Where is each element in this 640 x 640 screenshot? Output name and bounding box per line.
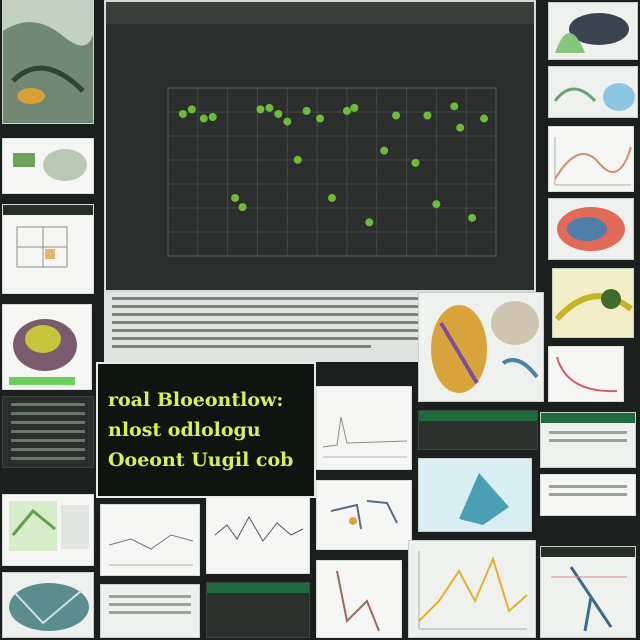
plot-frame	[167, 87, 497, 257]
curve-image	[556, 356, 618, 393]
sketch-image	[553, 83, 635, 111]
yellow-line-chart-image	[418, 551, 528, 630]
data-point	[293, 155, 302, 164]
thumb-right-2[interactable]	[548, 66, 638, 118]
banner-line-2: nlost odlologu	[108, 419, 261, 441]
data-point	[480, 114, 489, 123]
botanical-image	[553, 269, 633, 337]
thumb-mid-6[interactable]	[206, 494, 310, 574]
thumb-right-3[interactable]	[548, 126, 634, 192]
thumb-right-7[interactable]	[540, 412, 636, 468]
thumb-mid-4[interactable]	[418, 458, 532, 532]
drawing-image	[336, 570, 380, 632]
thumb-mid-8[interactable]	[408, 540, 536, 638]
data-point	[208, 113, 217, 122]
data-point	[423, 111, 432, 120]
banner-line-3: Ooeont Uugil cob	[108, 449, 294, 471]
trend-image	[108, 534, 194, 566]
shape-image	[419, 459, 531, 531]
data-point	[328, 193, 336, 202]
data-point	[274, 109, 283, 118]
thumb-mid-11[interactable]	[100, 584, 200, 638]
scatter-chart-panel	[104, 0, 536, 292]
data-point	[238, 203, 247, 212]
map-image	[9, 501, 89, 551]
thumb-left-6[interactable]	[2, 494, 94, 566]
thumb-right-4[interactable]	[548, 198, 634, 260]
data-point	[450, 102, 459, 111]
thumb-left-4[interactable]	[2, 304, 92, 390]
data-point	[365, 218, 374, 227]
thumb-left-7[interactable]	[2, 572, 94, 638]
data-point	[432, 200, 441, 209]
illustration-image	[431, 301, 539, 393]
thumb-right-9[interactable]	[540, 546, 636, 638]
thumb-left-2[interactable]	[2, 138, 94, 194]
thumb-right-6[interactable]	[548, 346, 624, 402]
specimen-image	[9, 319, 77, 385]
thumb-mid-5[interactable]	[316, 480, 412, 550]
thumb-mid-2[interactable]	[316, 386, 412, 470]
diagram-image	[13, 149, 87, 181]
banner-line-1: roal Bloeontlow:	[108, 389, 284, 411]
data-point	[256, 105, 265, 114]
thumb-mid-9[interactable]	[316, 560, 402, 638]
thumb-right-8[interactable]	[540, 474, 636, 516]
data-point	[231, 193, 240, 202]
thumb-left-3[interactable]	[2, 204, 94, 294]
data-point	[392, 111, 401, 120]
data-point	[316, 114, 325, 123]
creature-image	[555, 13, 629, 53]
data-point	[342, 106, 351, 115]
thumb-left-5[interactable]	[2, 396, 94, 468]
waveform-image	[322, 416, 408, 458]
data-point	[199, 114, 208, 123]
line-chart-image	[554, 137, 632, 186]
data-point	[380, 146, 389, 155]
floorplan-image	[16, 226, 68, 268]
data-point	[178, 109, 187, 118]
data-point	[265, 103, 274, 112]
thumb-right-1[interactable]	[548, 2, 638, 60]
thumb-mid-3[interactable]	[418, 410, 538, 450]
title-banner: roal Bloeontlow: nlost odlologu Ooeont U…	[96, 362, 316, 498]
data-point	[456, 123, 465, 132]
heatmap-image	[557, 207, 625, 251]
thumb-mid-10[interactable]	[206, 582, 310, 638]
data-point	[187, 105, 196, 114]
data-point	[411, 158, 420, 167]
data-point	[468, 213, 477, 222]
thumb-left-1[interactable]	[2, 0, 94, 124]
scatter-plot	[167, 87, 497, 257]
thumb-mid-7[interactable]	[100, 504, 200, 576]
signal-image	[214, 515, 304, 542]
device-image	[330, 500, 398, 530]
data-point	[350, 103, 359, 112]
network-image	[9, 583, 89, 631]
foliage-image	[3, 1, 93, 123]
data-point	[302, 106, 311, 115]
thumb-mid-1[interactable]	[418, 292, 544, 402]
thumb-right-5[interactable]	[552, 268, 634, 338]
anatomy-image	[551, 566, 627, 632]
data-point	[283, 117, 292, 126]
